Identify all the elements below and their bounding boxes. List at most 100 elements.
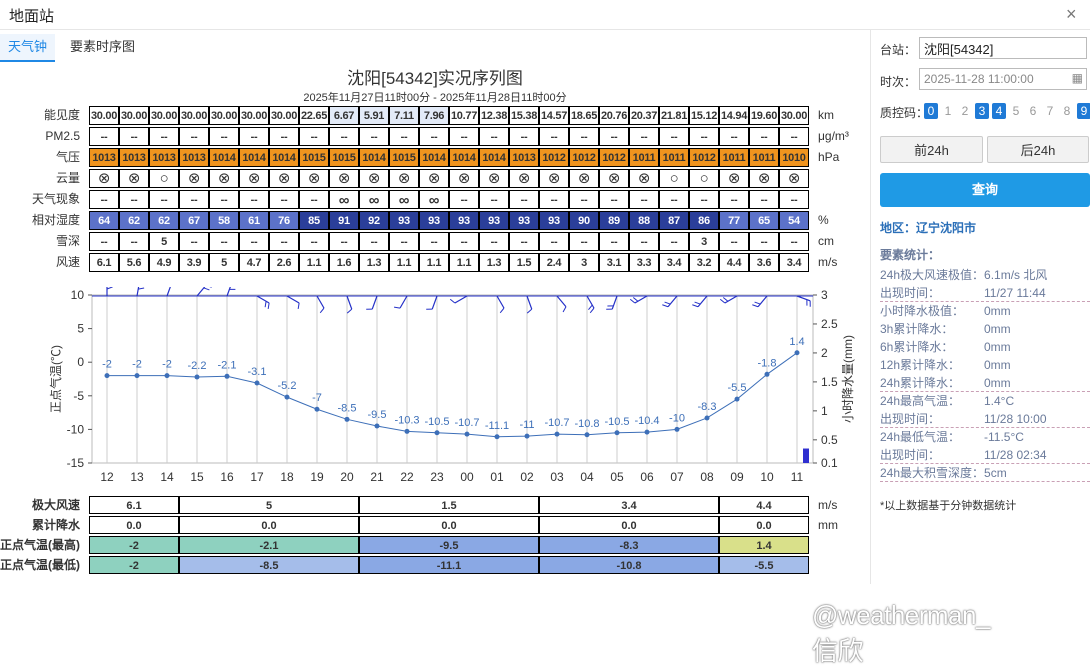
cell-pm25: -- <box>479 127 509 146</box>
plot-frame <box>92 295 813 463</box>
cell-pressure: 1012 <box>689 148 719 167</box>
cell-pressure: 1012 <box>599 148 629 167</box>
cell-humidity: 62 <box>119 211 149 230</box>
wind-barb-feather <box>450 299 455 303</box>
cell-snow-depth: -- <box>599 232 629 251</box>
temperature-data-label: -11.1 <box>485 420 509 432</box>
wind-barb-feather <box>752 305 758 307</box>
cell-pm25: -- <box>239 127 269 146</box>
y2-tick-label: 2.5 <box>821 317 838 331</box>
qc-code-0[interactable]: 0 <box>924 103 938 119</box>
cell-snow-depth: -- <box>509 232 539 251</box>
temperature-data-label: -10.5 <box>424 416 449 428</box>
cell-weather: -- <box>719 190 749 209</box>
temperature-point <box>255 381 260 386</box>
x-tick-label: 18 <box>280 470 294 484</box>
temperature-data-label: -10.5 <box>604 416 629 428</box>
qc-code-1[interactable]: 1 <box>941 103 955 119</box>
temperature-line <box>107 353 797 437</box>
next-24h-button[interactable]: 后24h <box>987 136 1089 163</box>
cell-pressure: 1015 <box>329 148 359 167</box>
stat-label: 出现时间： <box>880 448 940 462</box>
query-panel: 台站： 时次： 2025-11-28 11:00:00 ▦ 质控码： 01234… <box>870 30 1090 584</box>
cell-humidity: 93 <box>479 211 509 230</box>
cell-visibility: 19.60 <box>749 106 779 125</box>
temperature-point <box>195 374 200 379</box>
wind-barb <box>257 296 269 303</box>
y2-tick-label: 1.5 <box>821 375 838 389</box>
qc-code-5[interactable]: 5 <box>1009 103 1023 119</box>
qc-code-6[interactable]: 6 <box>1026 103 1040 119</box>
cell-weather: -- <box>569 190 599 209</box>
stat-item: 出现时间：11/28 02:34 <box>880 446 1090 464</box>
cell-snow-depth: -- <box>359 232 389 251</box>
summary-cell-max-temp: -2.1 <box>179 536 359 554</box>
cell-snow-depth: 5 <box>149 232 179 251</box>
summary-cell-max-wind: 5 <box>179 496 359 514</box>
cell-visibility: 7.96 <box>419 106 449 125</box>
temperature-data-label: -7 <box>312 392 322 404</box>
stat-label: 24h最大积雪深度：5cm <box>880 466 1007 480</box>
stat-item: 出现时间：11/28 10:00 <box>880 410 1090 428</box>
stat-label: 3h累计降水： <box>880 322 953 336</box>
cell-visibility: 15.38 <box>509 106 539 125</box>
time-input[interactable]: 2025-11-28 11:00:00 ▦ <box>919 68 1087 90</box>
query-button[interactable]: 查询 <box>880 173 1090 207</box>
cell-visibility: 30.00 <box>149 106 179 125</box>
cell-snow-depth: -- <box>569 232 599 251</box>
temperature-data-label: -10.3 <box>394 414 419 426</box>
cell-cloud: ⊗ <box>119 169 149 188</box>
summary-cell-accum-precip: 0.0 <box>179 516 359 534</box>
cell-humidity: 67 <box>179 211 209 230</box>
cell-snow-depth: -- <box>179 232 209 251</box>
wind-barb <box>347 296 352 309</box>
cell-wind-speed: 3.3 <box>629 253 659 272</box>
calendar-icon[interactable]: ▦ <box>1072 70 1083 87</box>
cell-wind-speed: 3.6 <box>749 253 779 272</box>
cell-pm25: -- <box>629 127 659 146</box>
station-input[interactable] <box>919 37 1087 59</box>
temperature-point <box>315 407 320 412</box>
x-tick-label: 10 <box>760 470 774 484</box>
stat-item: 6h累计降水：0mm <box>880 338 1090 356</box>
temperature-point <box>525 434 530 439</box>
cell-snow-depth: -- <box>299 232 329 251</box>
cell-cloud: ⊗ <box>449 169 479 188</box>
cell-pm25: -- <box>209 127 239 146</box>
cell-snow-depth: -- <box>389 232 419 251</box>
cell-cloud: ⊗ <box>479 169 509 188</box>
wind-barb <box>668 296 677 307</box>
stat-value: 0mm <box>984 374 1011 392</box>
temperature-data-label: -2 <box>132 359 142 371</box>
station-label: 台站： <box>880 41 916 58</box>
wind-barb-feather <box>347 309 352 313</box>
close-icon[interactable]: × <box>1066 4 1077 25</box>
tab-element-timeseries[interactable]: 要素时序图 <box>62 34 143 62</box>
qc-code-2[interactable]: 2 <box>958 103 972 119</box>
tab-weather-clock[interactable]: 天气钟 <box>0 34 55 62</box>
cell-pressure: 1012 <box>569 148 599 167</box>
cell-weather: ∞ <box>359 190 389 209</box>
cell-visibility: 14.94 <box>719 106 749 125</box>
summary-cell-max-temp: 1.4 <box>719 536 809 554</box>
cell-cloud: ○ <box>149 169 179 188</box>
row-unit-wind-speed: m/s <box>818 253 837 272</box>
wind-barb-feather <box>590 308 594 313</box>
cell-humidity: 92 <box>359 211 389 230</box>
cell-visibility: 30.00 <box>779 106 809 125</box>
qc-code-3[interactable]: 3 <box>975 103 989 119</box>
qc-code-9[interactable]: 9 <box>1077 103 1090 119</box>
qc-code-7[interactable]: 7 <box>1043 103 1057 119</box>
cell-wind-speed: 1.5 <box>509 253 539 272</box>
temperature-data-label: -5.5 <box>728 382 747 394</box>
qc-code-4[interactable]: 4 <box>992 103 1006 119</box>
cell-wind-speed: 1.1 <box>449 253 479 272</box>
wind-barb <box>612 296 617 309</box>
cell-weather: -- <box>89 190 119 209</box>
prev-24h-button[interactable]: 前24h <box>880 136 983 163</box>
tab-bar: 天气钟 要素时序图 <box>0 34 870 62</box>
cell-weather: -- <box>629 190 659 209</box>
summary-cell-max-temp: -9.5 <box>359 536 539 554</box>
time-label: 时次： <box>880 73 916 90</box>
qc-code-8[interactable]: 8 <box>1060 103 1074 119</box>
